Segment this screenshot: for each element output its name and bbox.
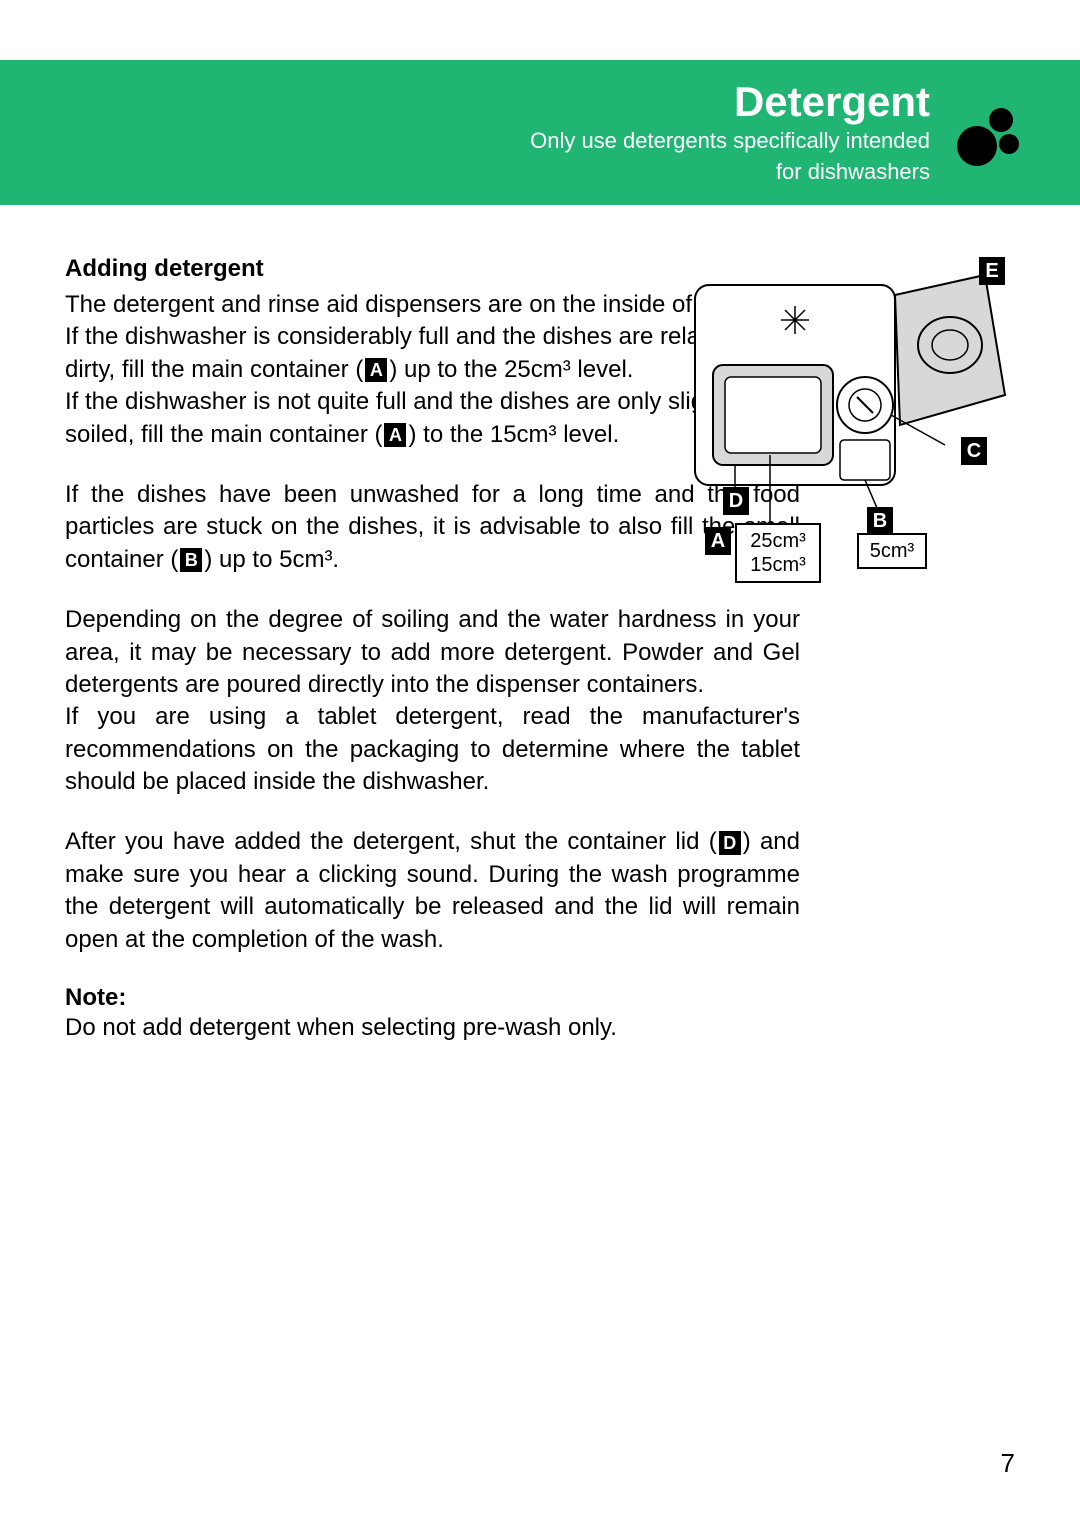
paragraph-1c-post: ) to the 15cm³ level. (408, 421, 619, 448)
paragraph-3b: If you are using a tablet detergent, rea… (65, 701, 800, 798)
diagram-label-b: B (867, 507, 893, 535)
page-title: Detergent (530, 79, 930, 125)
label-a-inline: A (365, 358, 387, 382)
page-subtitle-line2: for dishwashers (530, 158, 930, 187)
paragraph-3a: Depending on the degree of soiling and t… (65, 604, 800, 701)
note-heading: Note: (65, 984, 800, 1012)
callout-a-line2: 15cm³ (743, 553, 813, 577)
bubbles-icon (955, 98, 1025, 168)
diagram-callout-a: 25cm³ 15cm³ (735, 523, 821, 583)
label-d-inline: D (719, 831, 741, 855)
diagram-label-d: D (723, 487, 749, 515)
diagram-label-a: A (705, 527, 731, 555)
label-b-inline: B (180, 548, 202, 572)
dispenser-diagram: E C D B 5cm³ A 25cm³ 15cm³ (685, 255, 1015, 585)
diagram-label-c: C (961, 437, 987, 465)
diagram-callout-b: 5cm³ (857, 533, 927, 569)
paragraph-1b-post: ) up to the 25cm³ level. (389, 356, 633, 383)
page-number: 7 (1001, 1448, 1015, 1479)
label-a-inline-2: A (384, 423, 406, 447)
paragraph-4: After you have added the detergent, shut… (65, 826, 800, 956)
diagram-label-e: E (979, 257, 1005, 285)
header-bar: Detergent Only use detergents specifical… (0, 60, 1080, 205)
header-text-block: Detergent Only use detergents specifical… (530, 79, 930, 186)
note-text: Do not add detergent when selecting pre-… (65, 1012, 800, 1044)
paragraph-4-pre: After you have added the detergent, shut… (65, 828, 717, 855)
paragraph-2-post: ) up to 5cm³. (204, 546, 339, 573)
page-subtitle-line1: Only use detergents specifically intende… (530, 127, 930, 156)
callout-a-line1: 25cm³ (743, 529, 813, 553)
